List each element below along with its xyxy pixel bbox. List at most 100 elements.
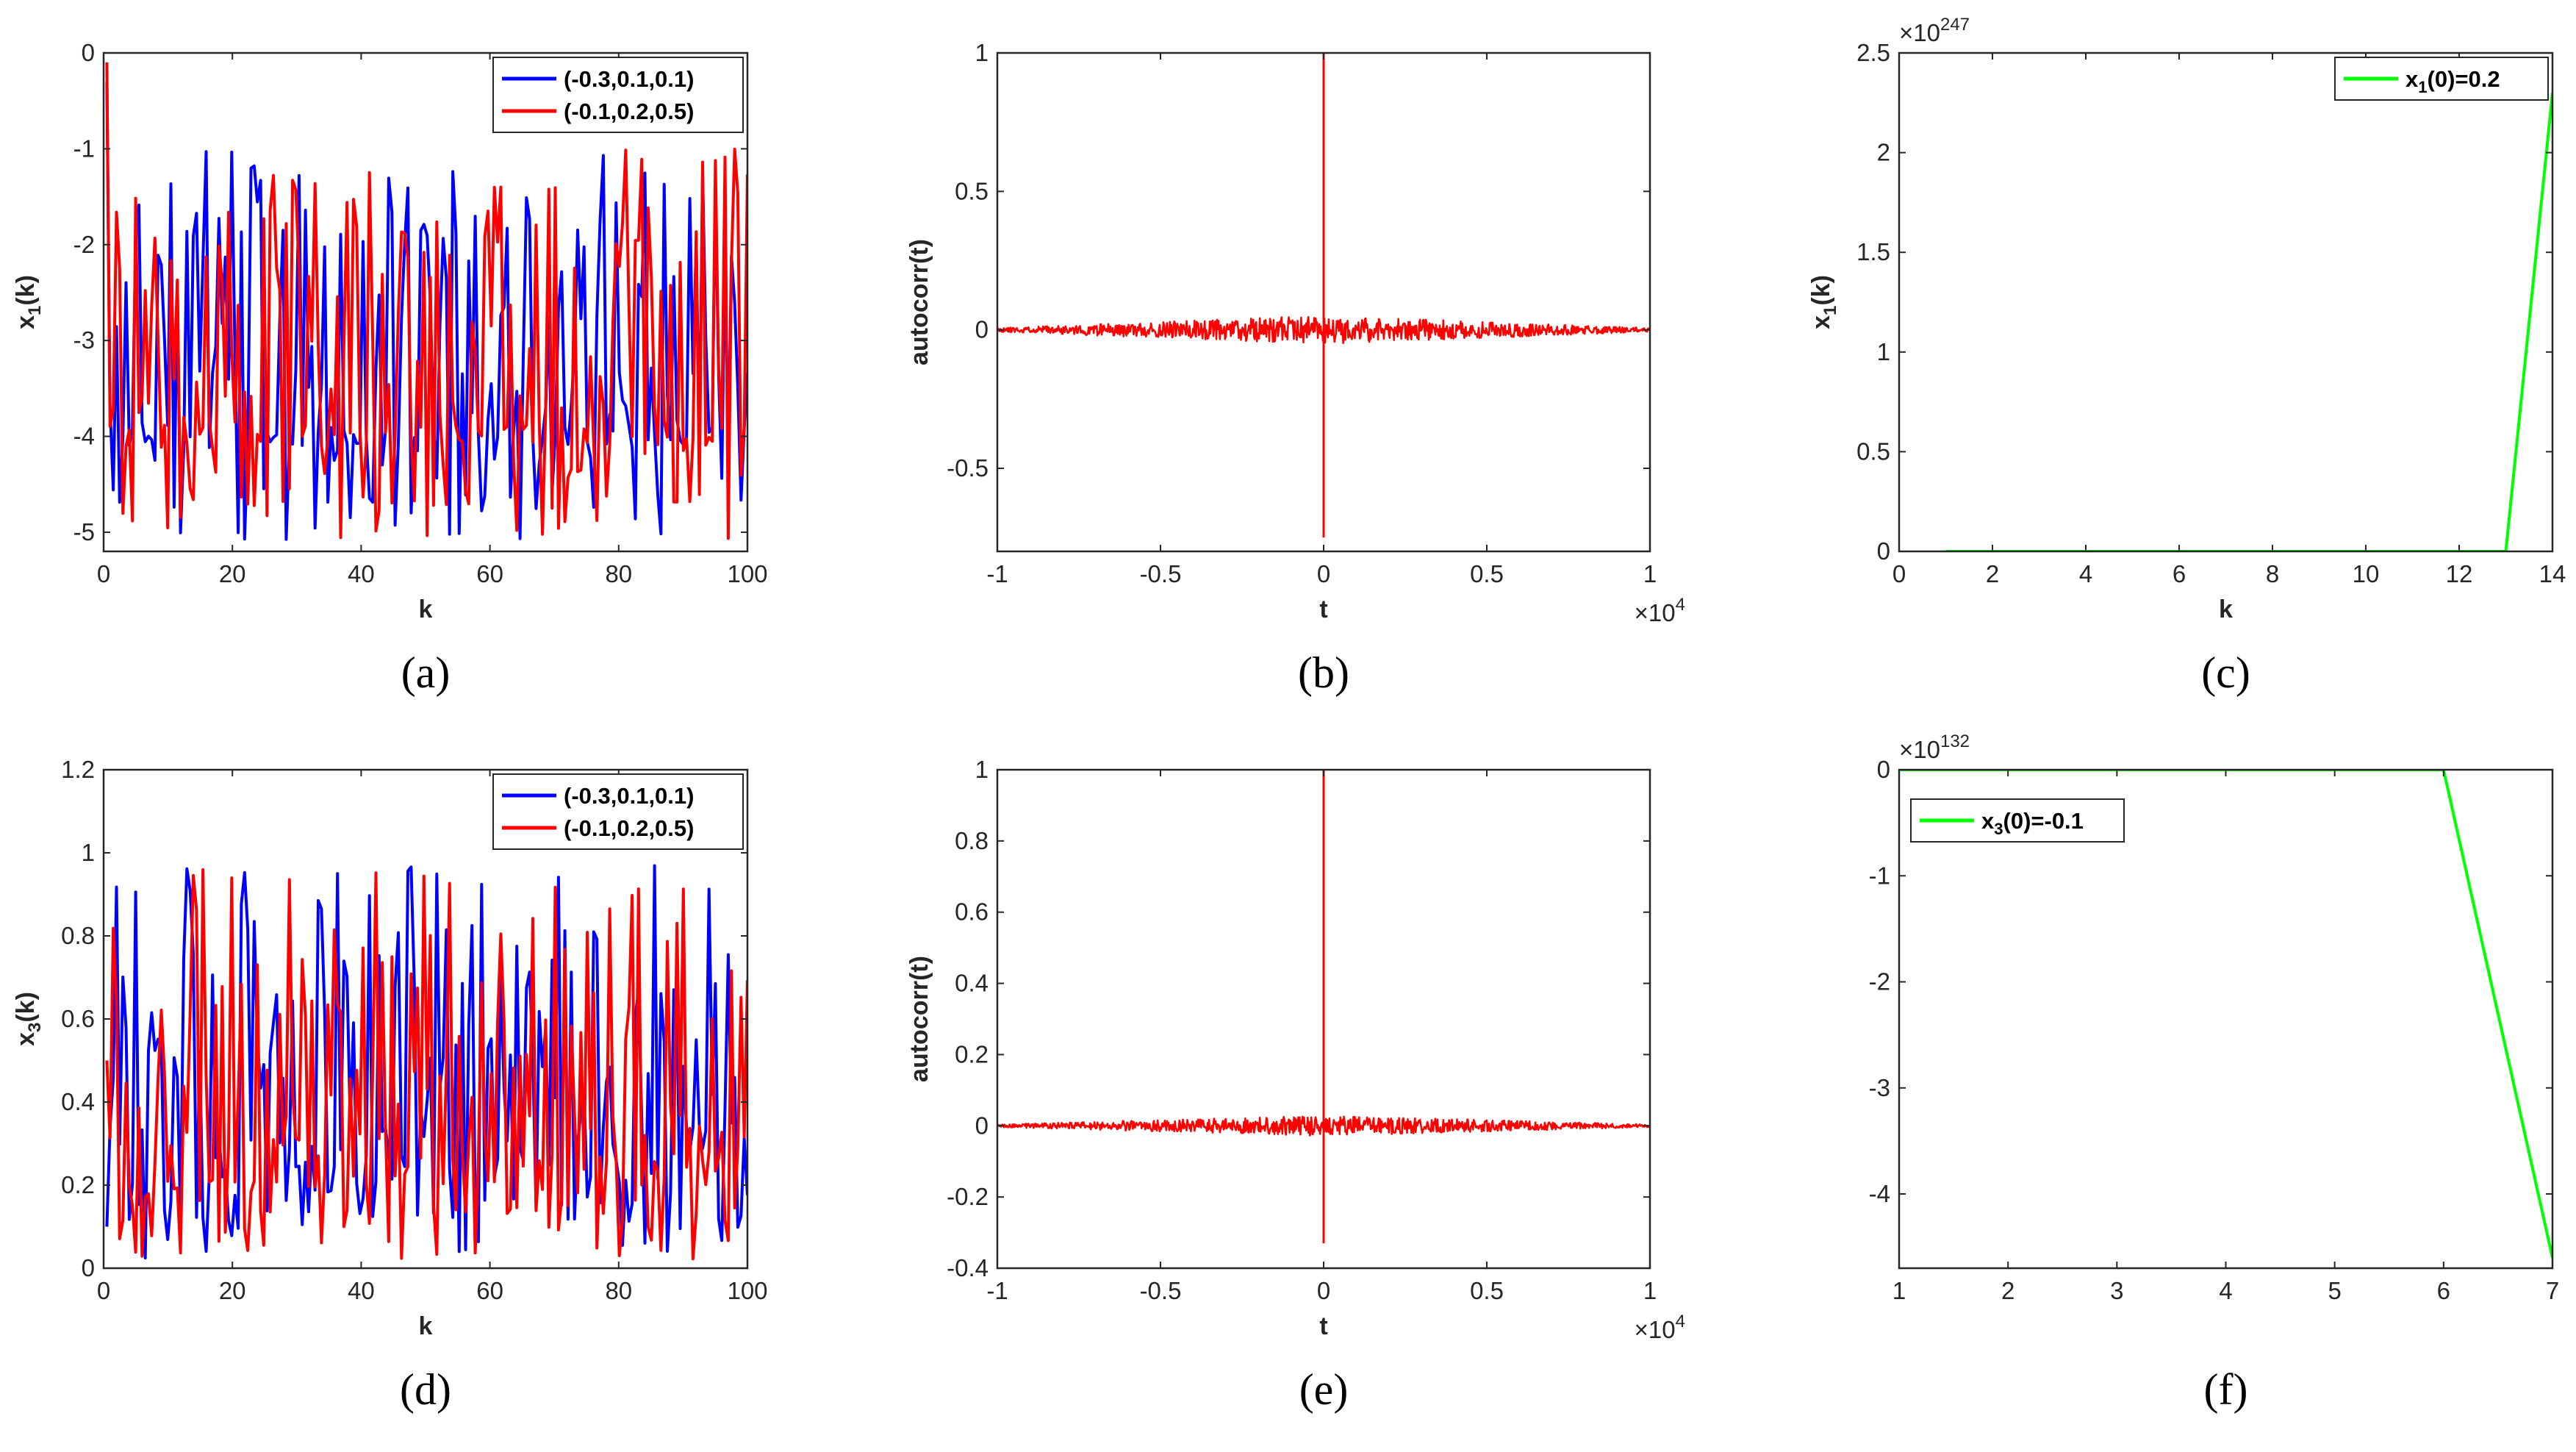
x-tick-label: 4 xyxy=(2079,560,2092,587)
y-tick-label: 0.6 xyxy=(61,1005,95,1032)
y-exponent-label: ×10247 xyxy=(1899,15,1970,46)
y-tick-label: -3 xyxy=(1869,1074,1890,1101)
x-axis-label: k xyxy=(419,596,433,623)
y-tick-label: -4 xyxy=(73,423,95,450)
x-tick-label: 20 xyxy=(219,560,246,587)
x-tick-label: 2 xyxy=(2001,1277,2014,1304)
y-axis-label: autocorr(t) xyxy=(905,239,933,365)
x-axis-label: t xyxy=(1319,596,1327,623)
legend: x3(0)=-0.1 xyxy=(1910,798,2125,843)
data-layer xyxy=(105,864,747,1261)
x-tick-label: 80 xyxy=(605,1277,632,1304)
y-tick-label: -0.5 xyxy=(947,454,989,482)
panel-a: 0 20 40 60 80 100 0 -1 -2 -3 -4 -5 k x1(k) (-0.3,0.1,0… xyxy=(12,39,768,697)
y-tick-label: 0.2 xyxy=(955,1040,989,1067)
x-tick-label: -1 xyxy=(986,560,1008,587)
y-tick-label: 0 xyxy=(82,1254,95,1281)
x-tick-label: 1 xyxy=(1643,560,1657,587)
x-tick-label: 0 xyxy=(1892,560,1906,587)
y-tick-label: -5 xyxy=(73,518,95,546)
y-tick-label: -0.2 xyxy=(947,1183,989,1210)
legend-entry: x1(0)=0.2 xyxy=(2405,66,2500,96)
panel-c: 0 2 4 6 8 10 12 14 0 0.5 1 1.5 2 2.5 k x1(k) ×10247 x1(0)… xyxy=(1807,15,2566,697)
panel-caption: (c) xyxy=(2201,648,2250,697)
panel-caption: (f) xyxy=(2204,1365,2248,1414)
y-tick-label: 0.2 xyxy=(61,1171,95,1198)
series-line-2 xyxy=(105,868,747,1261)
x-tick-label: 14 xyxy=(2539,560,2566,587)
panel-caption: (a) xyxy=(401,648,451,697)
x-tick-label: 0 xyxy=(1317,560,1330,587)
x-tick-label: 40 xyxy=(348,560,375,587)
y-tick-label: 1.5 xyxy=(1856,238,1890,265)
y-tick-label: 0 xyxy=(975,316,989,343)
legend: x1(0)=0.2 xyxy=(2334,57,2549,101)
panel-caption: (e) xyxy=(1299,1365,1349,1414)
x-tick-label: 20 xyxy=(219,1277,246,1304)
y-tick-label: 0.6 xyxy=(955,898,989,926)
y-tick-label: -3 xyxy=(73,326,95,354)
data-layer xyxy=(105,62,747,541)
legend-entry: (-0.1,0.2,0.5) xyxy=(564,99,694,124)
x-tick-label: 10 xyxy=(2353,560,2380,587)
y-tick-label: 1 xyxy=(1877,338,1890,365)
x-tick-label: -0.5 xyxy=(1140,560,1182,587)
y-tick-label: 0 xyxy=(82,39,95,66)
y-tick-label: 0.5 xyxy=(1856,437,1890,465)
legend-entry: (-0.3,0.1,0.1) xyxy=(564,66,694,92)
y-tick-label: 0.8 xyxy=(61,922,95,949)
panel-e: -1 -0.5 0 0.5 1 1 0.8 0.6 0.4 0.2 0 -0.2 -0.4 t autoco… xyxy=(905,756,1685,1414)
legend-box xyxy=(492,57,744,133)
x-tick-label: 5 xyxy=(2328,1277,2341,1304)
series-line-1 xyxy=(997,1115,1650,1137)
x-tick-label: 40 xyxy=(348,1277,375,1304)
data-layer xyxy=(997,770,1650,1244)
x-exponent-label: ×104 xyxy=(1635,595,1685,626)
y-tick-label: 1 xyxy=(82,839,95,866)
x-tick-label: 60 xyxy=(476,1277,503,1304)
x-tick-label: 3 xyxy=(2110,1277,2123,1304)
x-tick-label: 6 xyxy=(2437,1277,2450,1304)
y-tick-label: -2 xyxy=(1869,968,1890,995)
data-layer xyxy=(997,53,1650,538)
series-line-2 xyxy=(105,62,747,540)
legend: (-0.3,0.1,0.1) (-0.1,0.2,0.5) xyxy=(492,773,744,850)
axes-frame xyxy=(1898,51,2554,553)
plot-area xyxy=(1899,53,2552,551)
legend: (-0.3,0.1,0.1) (-0.1,0.2,0.5) xyxy=(492,57,744,133)
y-exponent-label: ×10132 xyxy=(1899,732,1970,763)
x-tick-label: 0 xyxy=(97,560,110,587)
y-tick-label: 0.8 xyxy=(955,827,989,854)
y-tick-label: 0.5 xyxy=(955,177,989,204)
x-axis-label: t xyxy=(1319,1312,1327,1340)
x-tick-label: 0 xyxy=(1317,1277,1330,1304)
y-tick-label: 0 xyxy=(1877,756,1890,783)
x-tick-label: -0.5 xyxy=(1140,1277,1182,1304)
panel-f: 1 2 3 4 5 6 7 0 -1 -2 -3 -4 ×10132 x3(0)=-0.1 (f) xyxy=(1869,732,2560,1414)
y-tick-label: 0 xyxy=(975,1112,989,1139)
panel-d: 0 20 40 60 80 100 0 0.2 0.4 0.6 0.8 1 1.2 k x3(k) (-0.3… xyxy=(12,756,768,1414)
x-axis-label: k xyxy=(419,1312,433,1340)
y-tick-label: 1.2 xyxy=(61,756,95,783)
x-tick-label: 4 xyxy=(2219,1277,2232,1304)
legend-box xyxy=(492,773,744,850)
plot-area xyxy=(1899,770,2552,1268)
y-tick-label: 1 xyxy=(975,756,989,783)
y-axis-label: autocorr(t) xyxy=(905,956,933,1082)
x-tick-label: 6 xyxy=(2173,560,2186,587)
x-tick-label: -1 xyxy=(986,1277,1008,1304)
series-line-1 xyxy=(105,82,747,541)
axes-frame xyxy=(102,51,749,553)
y-tick-label: 0.4 xyxy=(61,1088,95,1115)
y-tick-label: -0.4 xyxy=(947,1254,989,1281)
x-tick-label: 80 xyxy=(605,560,632,587)
x-axis-label: k xyxy=(2219,596,2233,623)
legend-entry: (-0.1,0.2,0.5) xyxy=(564,815,694,841)
x-tick-label: 1 xyxy=(1643,1277,1657,1304)
y-tick-label: -1 xyxy=(73,135,95,162)
panel-caption: (d) xyxy=(400,1365,451,1414)
y-axis-label: x1(k) xyxy=(12,275,45,329)
panel-b: -1 -0.5 0 0.5 1 1 0.5 0 -0.5 t autocorr(t) ×104 (b) xyxy=(905,39,1685,697)
x-tick-label: 1 xyxy=(1892,1277,1906,1304)
